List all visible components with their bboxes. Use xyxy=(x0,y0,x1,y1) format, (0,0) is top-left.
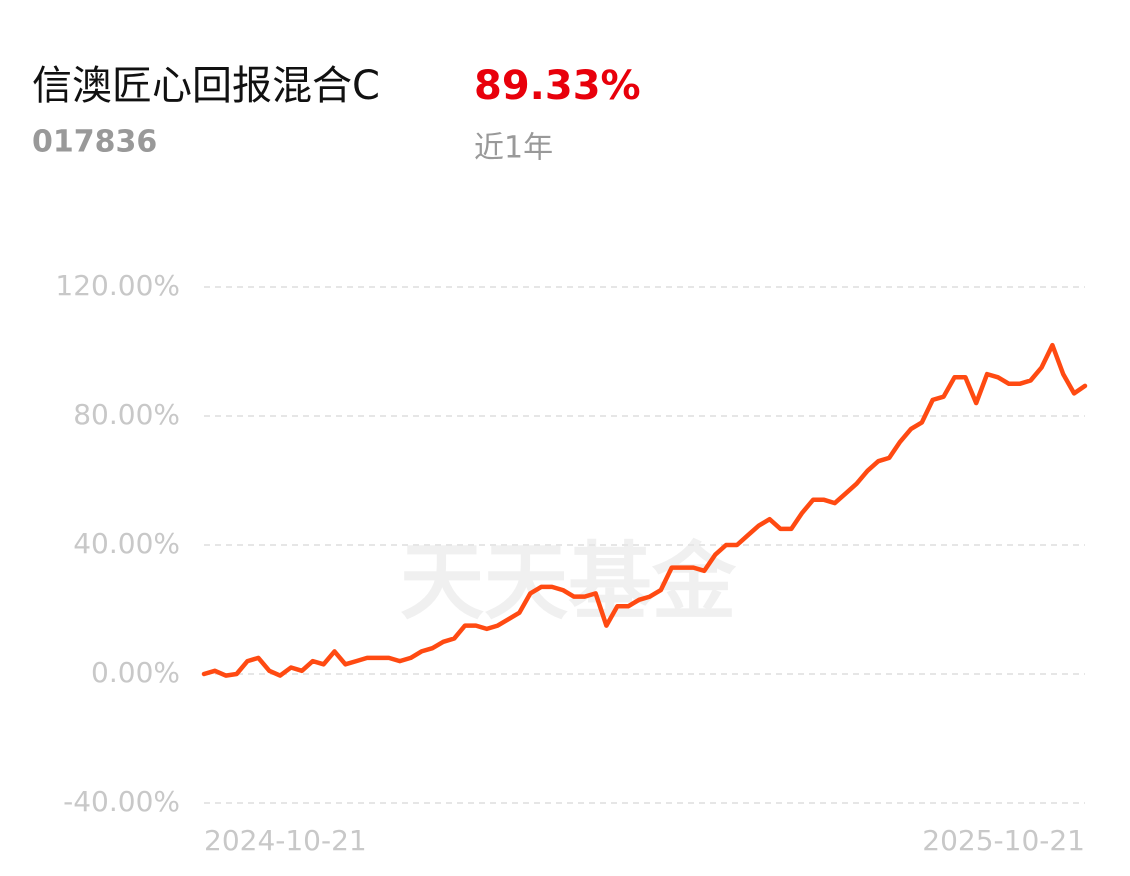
line-series xyxy=(201,342,1088,678)
y-tick-label: 120.00% xyxy=(55,269,180,302)
y-tick-label: -40.00% xyxy=(63,785,180,818)
y-tick-label: 80.00% xyxy=(73,398,180,431)
fund-return: 89.33% xyxy=(474,63,641,109)
fund-title: 信澳匠心回报混合C xyxy=(32,63,380,109)
period: 近1年 xyxy=(474,131,553,166)
fund-code: 017836 xyxy=(32,125,157,160)
watermark: 天天基金 xyxy=(400,533,737,631)
x-tick-label: 2024-10-21 xyxy=(204,824,367,857)
y-tick-label: 40.00% xyxy=(73,527,180,560)
y-tick-label: 0.00% xyxy=(91,656,180,689)
x-tick-label: 2025-10-21 xyxy=(922,824,1085,857)
